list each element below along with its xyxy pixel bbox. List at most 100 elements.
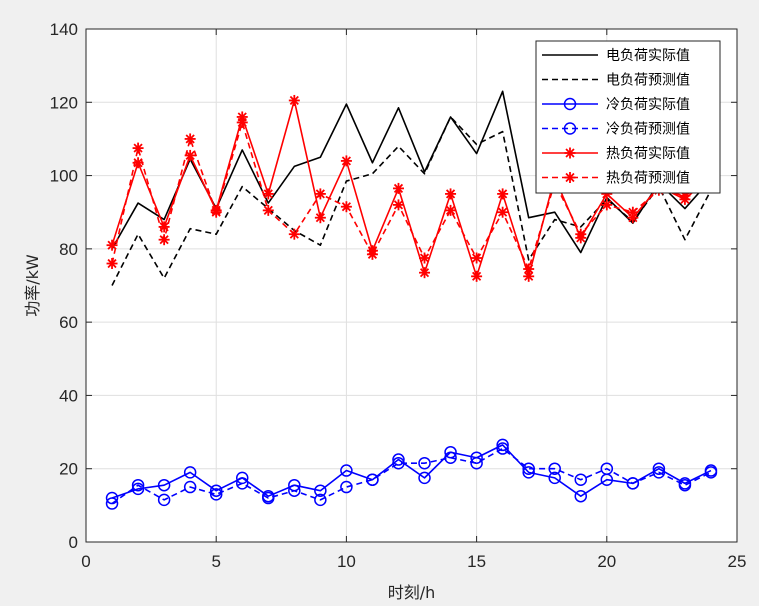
series-4-point-15 [497, 188, 509, 200]
x-tick-label-2: 10 [337, 552, 356, 571]
series-2-point-14 [470, 451, 483, 464]
series-3-point-14 [470, 456, 483, 470]
series-3-point-23 [704, 466, 718, 479]
series-1-line [111, 116, 712, 286]
ticks: 0 5 10 15 20 25 0 20 40 60 80 100 120 140 [50, 20, 747, 571]
series-5-point-2 [158, 234, 170, 246]
series-2-point-12 [418, 471, 431, 485]
series-4-point-6 [262, 188, 274, 200]
series-3-point-5 [235, 477, 249, 490]
y-tick-label-0: 0 [69, 533, 78, 552]
series-3-point-9 [340, 480, 353, 494]
series-2-point-9 [340, 464, 353, 477]
series-3-point-16 [522, 462, 535, 475]
x-axis-title: 时刻/h [388, 583, 436, 602]
x-tick-label-1: 5 [211, 552, 220, 571]
series-5-point-4 [210, 206, 222, 218]
series-5-point-9 [340, 201, 352, 213]
series-1 [111, 116, 712, 286]
series-2-point-17 [548, 471, 561, 485]
series-5-point-15 [497, 206, 509, 218]
series-5-point-8 [314, 188, 326, 200]
series-5-point-16 [523, 263, 535, 275]
series-3-point-10 [366, 473, 379, 486]
series-3-point-3 [183, 480, 197, 494]
series-5-point-0 [106, 258, 118, 270]
series-5-point-5 [236, 116, 248, 128]
series-2-point-21 [652, 462, 666, 475]
y-tick-label-2: 40 [59, 386, 78, 405]
series-4-point-3 [184, 149, 196, 161]
legend-label-2: 冷负荷实际值 [606, 97, 690, 113]
series-5-point-11 [392, 199, 404, 211]
series-3-point-6 [262, 491, 275, 505]
series-2-point-18 [574, 489, 588, 503]
legend-label-3: 冷负荷预测值 [606, 122, 690, 138]
series-3-point-13 [444, 451, 457, 464]
series-3-point-15 [496, 442, 509, 455]
series-3-point-21 [652, 466, 666, 479]
series-2-point-3 [183, 466, 197, 479]
legend-label-4: 热负荷实际值 [606, 146, 690, 162]
y-tick-label-7: 140 [50, 20, 78, 39]
y-tick-label-3: 60 [59, 313, 78, 332]
series-2-point-8 [314, 484, 327, 497]
legend-marker-5 [564, 172, 576, 183]
series-5-point-20 [627, 206, 639, 218]
series-5-line [111, 121, 712, 270]
series-5-point-19 [601, 199, 613, 211]
legend-label-5: 热负荷预测值 [606, 171, 690, 187]
series-3 [105, 442, 718, 510]
series-4-point-9 [340, 155, 352, 167]
legend-marker-4 [564, 147, 576, 159]
series-5-point-10 [366, 248, 378, 260]
series-5-point-18 [575, 228, 587, 240]
series-3-point-2 [157, 493, 171, 507]
series-4-point-16 [523, 270, 535, 282]
series-2-point-16 [522, 466, 535, 479]
series-3-line [111, 447, 712, 505]
series-3-point-4 [209, 488, 223, 501]
series-5-point-13 [445, 204, 457, 216]
y-tick-label-6: 120 [50, 93, 78, 112]
series-5-point-6 [262, 204, 274, 216]
legend-label-1: 电负荷预测值 [606, 73, 690, 89]
series-3-point-0 [105, 497, 119, 510]
series-3-point-19 [600, 462, 614, 475]
y-tick-label-4: 80 [59, 240, 78, 259]
x-tick-label-0: 0 [81, 552, 90, 571]
series-4-point-11 [392, 182, 404, 194]
series-4-point-12 [419, 267, 431, 279]
legend-label-0: 电负荷实际值 [606, 48, 690, 64]
series-2-point-15 [496, 438, 509, 452]
series-2-point-2 [157, 478, 171, 492]
legend-box [535, 40, 721, 194]
series-2-point-5 [235, 471, 249, 485]
series-3-point-12 [418, 456, 431, 470]
series-2-point-0 [105, 491, 119, 505]
series-5-point-14 [471, 252, 483, 264]
series-4-point-0 [106, 239, 118, 251]
series-4-point-7 [288, 94, 300, 106]
series-4-point-13 [445, 188, 457, 200]
legend-marker-3 [563, 122, 577, 135]
legend-marker-2 [563, 97, 577, 111]
series-2-point-11 [392, 453, 405, 466]
series-5-point-1 [132, 142, 144, 154]
series-3-point-20 [626, 477, 640, 490]
x-tick-label-5: 25 [728, 552, 747, 571]
series-3-point-1 [131, 478, 145, 492]
series-3-point-22 [678, 478, 692, 492]
plot-frame [85, 28, 738, 543]
y-axis-title: 功率/kW [23, 254, 42, 317]
series-5-point-12 [419, 252, 431, 264]
series-4-point-8 [314, 212, 326, 224]
series-5-point-7 [288, 228, 300, 240]
y-tick-label-1: 20 [59, 460, 78, 479]
x-tick-label-4: 20 [597, 552, 616, 571]
series-3-point-8 [314, 493, 327, 507]
series-2-point-4 [209, 484, 223, 497]
x-tick-label-3: 15 [467, 552, 486, 571]
series-4-point-14 [471, 270, 483, 282]
